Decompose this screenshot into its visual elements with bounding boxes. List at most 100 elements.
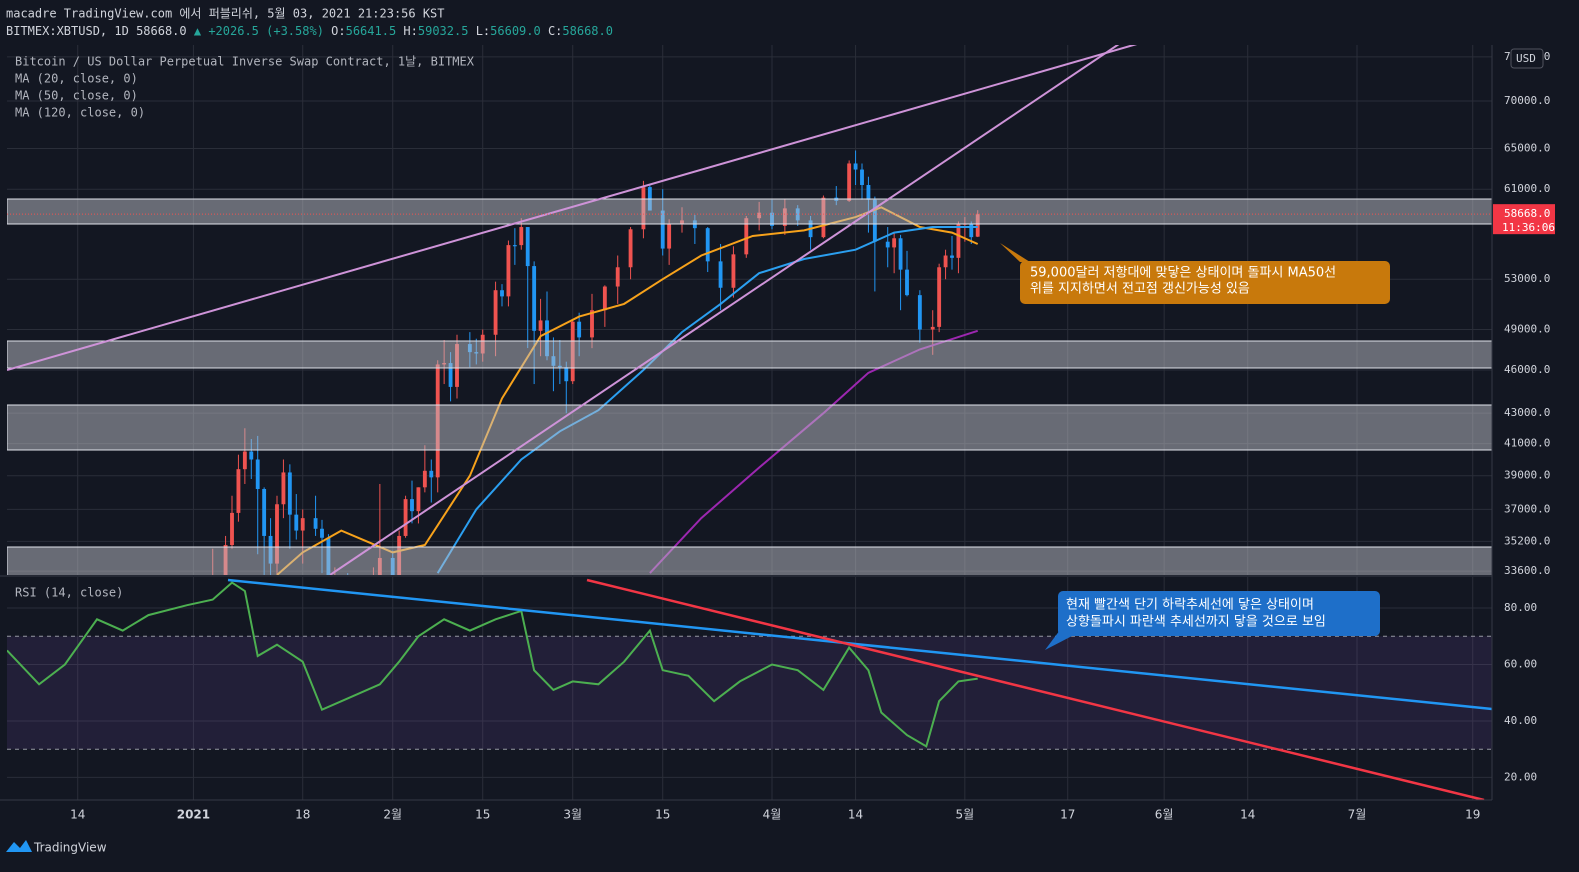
candle-body [545,320,549,357]
candle-body [577,321,582,338]
x-tick-label: 14 [1240,808,1255,822]
x-tick-label: 4월 [763,808,782,822]
candle-body [506,245,511,297]
y-tick-label: 60.00 [1504,658,1537,671]
y-tick-label: 40.00 [1504,714,1537,727]
candle-body [313,518,318,529]
x-tick-label: 15 [475,808,490,822]
brand: TradingView [33,841,107,855]
candle-body [660,210,665,249]
callout-text: 상향돌파시 파란색 추세선까지 닿을 것으로 보임 [1066,615,1326,630]
y-tick-label: 33600.0 [1504,564,1550,577]
candle-body [410,499,414,512]
pane-title: Bitcoin / US Dollar Perpetual Inverse Sw… [15,55,475,69]
candle-body [937,267,942,327]
candle-body [917,295,922,330]
pane-title: RSI (14, close) [15,586,123,600]
ohlc-label: C: [548,24,562,38]
y-tick-label: 80.00 [1504,601,1537,614]
candle-body [500,290,504,297]
candle-body [866,185,871,200]
candle-body [898,238,903,270]
callout-text: 위를 지지하면서 전고점 갱신가능성 있음 [1030,282,1250,297]
price: 58668.0 [136,24,187,38]
y-tick-label: 43000.0 [1504,406,1550,419]
candle-body [493,290,498,335]
callout-pointer [1000,243,1030,262]
candle-body [275,504,279,564]
candle-body [230,512,234,546]
candle-body [628,229,633,268]
rsi-drawings [227,578,1492,800]
candle-body [956,223,961,258]
published: macadre TradingView.com 에서 퍼블리쉬, 5월 03, … [6,7,445,21]
y-tick-label: 46000.0 [1504,363,1550,376]
candle-body [320,528,324,538]
quote: BITMEX:XBTUSD, 1D 58668.0 ▲ +2026.5 (+3.… [6,24,613,38]
x-tick-label: 18 [295,808,310,822]
candle-body [255,459,260,489]
callout-box [1020,261,1390,304]
candle-body [403,499,408,536]
zone [7,404,1492,451]
candle-body [615,267,620,287]
ohlc-value: 59032.5 [418,24,469,38]
candle-body [538,320,543,331]
candle-body [429,470,434,478]
last-price-label: 58668.0 [1504,207,1550,220]
x-tick-label: 17 [1060,808,1075,822]
x-tick-label: 15 [655,808,670,822]
y-tick-label: 65000.0 [1504,142,1550,155]
candle-body [718,261,723,288]
candle-body [281,472,286,505]
y-tick-label: 35200.0 [1504,534,1550,547]
ohlc-value: 58668.0 [562,24,613,38]
axes: 75000.070000.065000.061000.053000.049000… [70,48,1555,822]
x-tick-label: 14 [848,808,863,822]
logo: TradingView [6,840,107,855]
legend-entry: MA (120, close, 0) [15,106,145,120]
logo-icon [6,840,32,852]
countdown: 11:36:06 [1502,221,1555,234]
x-tick-label: 19 [1465,808,1480,822]
zone [7,198,1492,225]
candle-body [422,470,427,488]
legend-entry: MA (20, close, 0) [15,72,138,86]
drawings [7,45,1492,575]
legend-entry: MA (50, close, 0) [15,89,138,103]
candle-body [905,269,909,296]
candle-body [969,223,974,238]
candle-body [975,214,980,237]
candle-body [294,514,299,531]
candle-body [847,163,852,201]
x-tick-label: 14 [70,808,85,822]
candle-body [416,487,421,512]
ohlc-value: 56641.5 [346,24,397,38]
candle-body [519,227,524,246]
last-price-box [1493,204,1555,235]
candle-body [236,469,241,513]
y-tick-label: 61000.0 [1504,182,1550,195]
y-tick-label: 53000.0 [1504,272,1550,285]
y-tick-label: 39000.0 [1504,469,1550,482]
candle-body [744,218,749,255]
change: ▲ +2026.5 (+3.58%) [194,24,324,38]
ohlc-label: L: [476,24,490,38]
y-tick-label: 20.00 [1504,770,1537,783]
candle-body [262,488,267,536]
rsi-pane [7,581,1492,750]
ohlc-label: H: [403,24,417,38]
x-tick-label: 2021 [177,808,210,822]
currency: USD [1516,52,1536,65]
candle-body [602,286,607,311]
currency-box [1510,48,1544,69]
candle-body [950,255,954,258]
candle-body [300,518,305,531]
rsi-band [7,636,1492,750]
candle-body [943,255,948,268]
candle-body [885,241,890,248]
trend-line [329,45,1120,575]
moving-average [436,226,978,574]
